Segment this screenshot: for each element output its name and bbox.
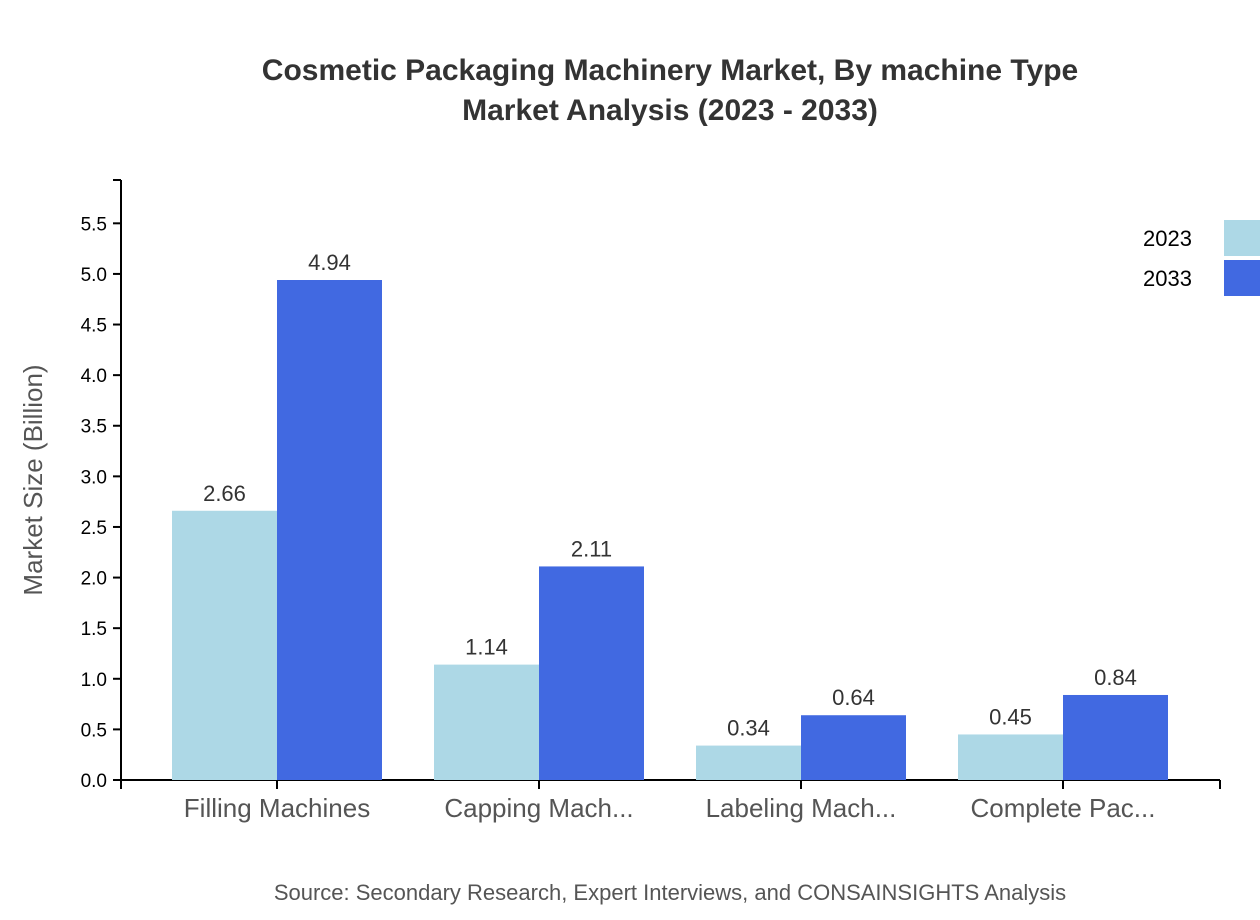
y-tick-label: 1.5 — [81, 619, 107, 640]
bar-2023 — [434, 664, 539, 780]
data-label: 0.84 — [1094, 665, 1137, 690]
bar-2023 — [172, 510, 277, 780]
y-tick-label: 0.5 — [81, 720, 107, 741]
data-label: 2.11 — [571, 536, 612, 561]
bar-2033 — [539, 566, 644, 780]
bar-2033 — [801, 715, 906, 780]
data-label: 1.14 — [465, 635, 508, 660]
bar-2023 — [958, 734, 1063, 780]
x-tick-label: Labeling Mach... — [706, 793, 897, 823]
bar-2033 — [1063, 694, 1168, 780]
y-axis-label: Market Size (Billion) — [18, 364, 48, 595]
y-tick-label: 5.0 — [81, 265, 107, 286]
y-tick-label: 1.0 — [81, 670, 107, 691]
bar-2023 — [696, 745, 801, 780]
bar-2033 — [277, 280, 382, 780]
data-label: 0.64 — [832, 685, 875, 710]
legend-swatch — [1224, 220, 1260, 256]
legend-label: 2033 — [1143, 266, 1192, 291]
x-tick-label: Filling Machines — [184, 793, 370, 823]
y-tick-label: 3.0 — [81, 467, 107, 488]
y-tick-label: 3.5 — [81, 417, 107, 438]
y-tick-label: 4.0 — [81, 366, 107, 387]
data-label: 0.45 — [989, 704, 1032, 729]
y-tick-label: 5.5 — [81, 214, 107, 235]
y-tick-label: 0.0 — [81, 771, 107, 792]
legend-label: 2023 — [1143, 226, 1192, 251]
y-tick-label: 2.0 — [81, 569, 107, 590]
chart-title: Cosmetic Packaging Machinery Market, By … — [262, 54, 1078, 87]
source-note: Source: Secondary Research, Expert Inter… — [274, 880, 1066, 905]
data-label: 0.34 — [727, 716, 770, 741]
x-tick-label: Complete Pac... — [971, 793, 1156, 823]
data-label: 2.66 — [203, 481, 246, 506]
chart-subtitle: Market Analysis (2023 - 2033) — [462, 94, 878, 127]
legend-swatch — [1224, 260, 1260, 296]
y-tick-label: 4.5 — [81, 316, 107, 337]
y-tick-label: 2.5 — [81, 518, 107, 539]
x-tick-label: Capping Mach... — [444, 793, 633, 823]
data-label: 4.94 — [308, 250, 351, 275]
